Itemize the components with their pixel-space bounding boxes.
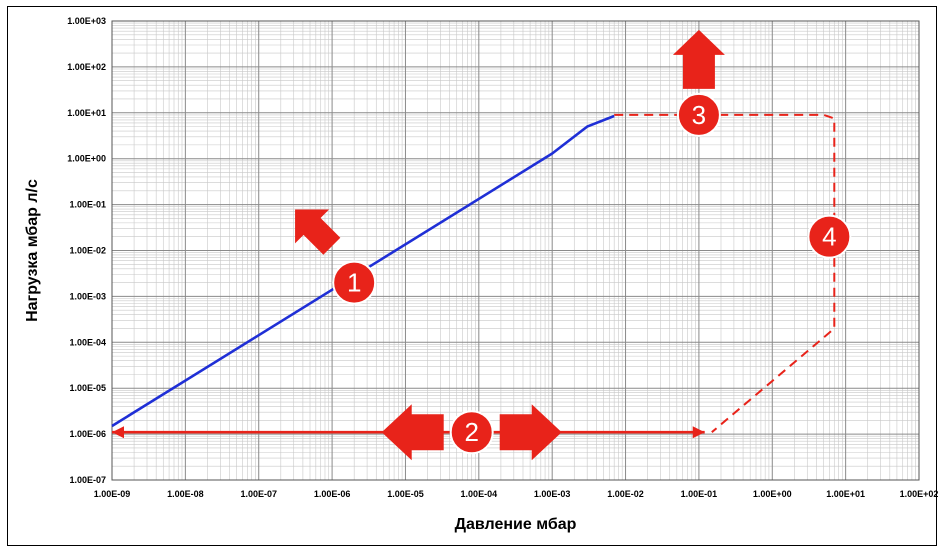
x-tick-label: 1.00E-09 [94,489,131,499]
y-tick-label: 1.00E-07 [69,475,106,485]
annotation-badge [676,92,721,137]
series-line-1 [111,114,615,428]
x-tick-label: 1.00E+02 [900,489,938,499]
y-tick-label: 1.00E-06 [69,429,106,439]
y-tick-label: 1.00E+03 [67,16,106,26]
range-arrowhead-left [112,426,124,439]
range-arrowhead-right [692,426,705,439]
annotation-badge-label: 4 [822,222,836,252]
chart: 1.00E-09 1.00E-08 1.00E-07 1.00E-06 1.00E-05… [24,16,938,533]
annotation-badge [449,410,494,455]
x-tick-label: 1.00E-02 [607,489,644,499]
y-tick-label: 1.00E+00 [67,154,106,164]
y-tick-label: 1.00E+02 [67,62,106,72]
y-tick-label: 1.00E-05 [69,383,106,393]
x-tick-label: 1.00E-05 [387,489,424,499]
x-tick-label: 1.00E+01 [826,489,865,499]
x-tick-label: 1.00E-08 [167,489,204,499]
x-tick-label: 1.00E-01 [681,489,718,499]
x-tick-label: 1.00E-04 [461,489,498,499]
x-tick-label: 1.00E-06 [314,489,351,499]
x-tick-label: 1.00E-07 [240,489,277,499]
y-tick-label: 1.00E-02 [69,246,106,256]
y-tick-label: 1.00E+01 [67,108,106,118]
x-axis-title: Давление мбар [455,516,577,533]
chart-frame: 1.00E-09 1.00E-08 1.00E-07 1.00E-06 1.00E-05… [7,6,938,546]
annotation-badge [807,214,852,259]
x-tick-label: 1.00E-03 [534,489,571,499]
block-arrow-left [381,404,444,461]
block-arrow-up-left [295,209,341,255]
annotation-badge [332,260,377,305]
y-tick-label: 1.00E-03 [69,291,106,301]
series-line-2 [614,113,836,433]
plot-area [111,20,920,481]
y-axis-title: Нагрузка мбар л/с [24,179,41,322]
annotation-badge-label: 1 [347,268,361,298]
y-tick-label: 1.00E-01 [69,200,106,210]
annotation-badge-label: 3 [692,100,706,130]
annotation-badge-label: 2 [464,417,478,447]
y-tick-label: 1.00E-04 [69,337,106,347]
block-arrow-right [499,404,562,461]
x-tick-label: 1.00E+00 [753,489,792,499]
block-arrow-up [672,29,725,89]
